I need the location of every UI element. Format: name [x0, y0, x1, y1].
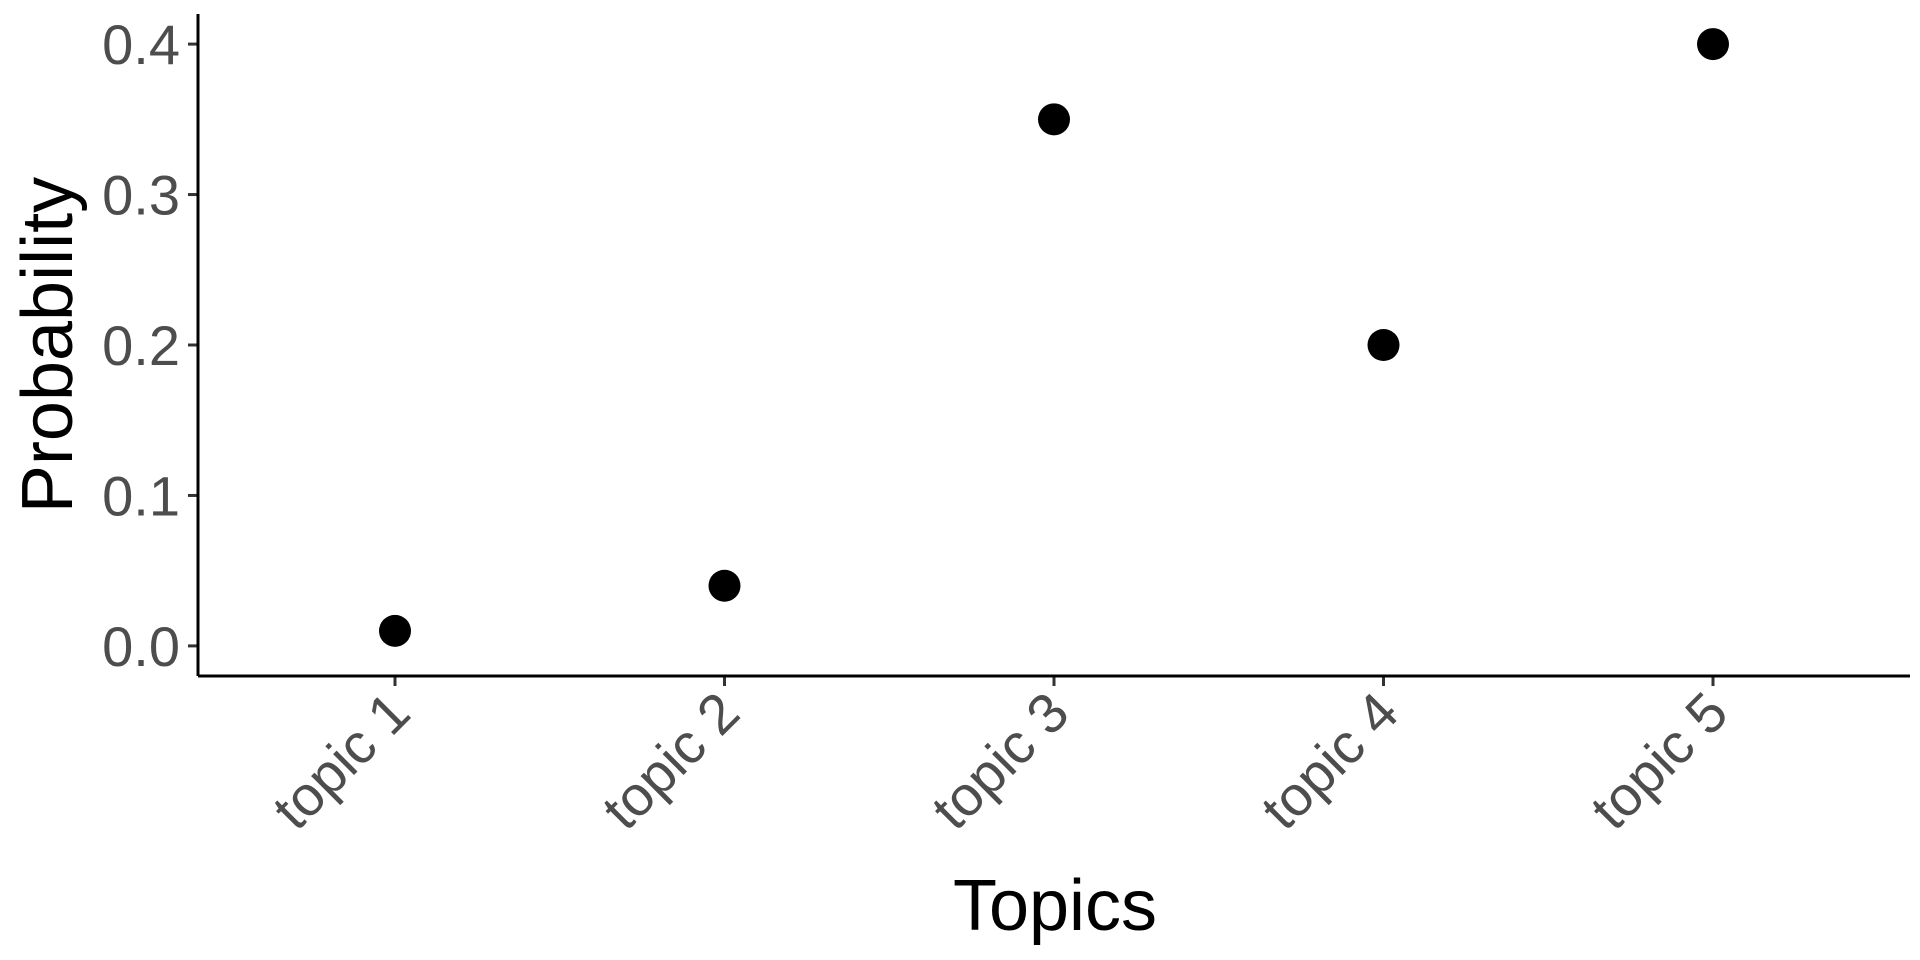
y-tick-label: 0.0 [102, 615, 180, 678]
data-points [379, 28, 1729, 647]
x-tick-label: topic 3 [919, 680, 1080, 841]
data-point [1367, 329, 1400, 361]
y-axis-ticks: 0.0 0.1 0.2 0.3 0.4 [102, 13, 198, 678]
y-tick-label: 0.4 [102, 13, 180, 76]
y-tick-label: 0.1 [102, 464, 180, 527]
y-tick-label: 0.2 [102, 314, 180, 377]
y-tick-label: 0.3 [102, 164, 180, 227]
x-tick-label: topic 2 [590, 680, 751, 841]
y-axis-title: Probability [8, 177, 88, 513]
x-tick-label: topic 4 [1249, 680, 1410, 841]
x-tick-label: topic 1 [260, 680, 421, 841]
data-point [1038, 103, 1070, 136]
x-axis-title: Topics [953, 866, 1157, 946]
x-tick-label: topic 5 [1578, 680, 1739, 841]
data-point [708, 569, 741, 602]
data-point [1697, 28, 1729, 61]
data-point [379, 614, 411, 647]
x-axis-ticks: topic 1 topic 2 topic 3 topic 4 topic 5 [260, 676, 1739, 841]
